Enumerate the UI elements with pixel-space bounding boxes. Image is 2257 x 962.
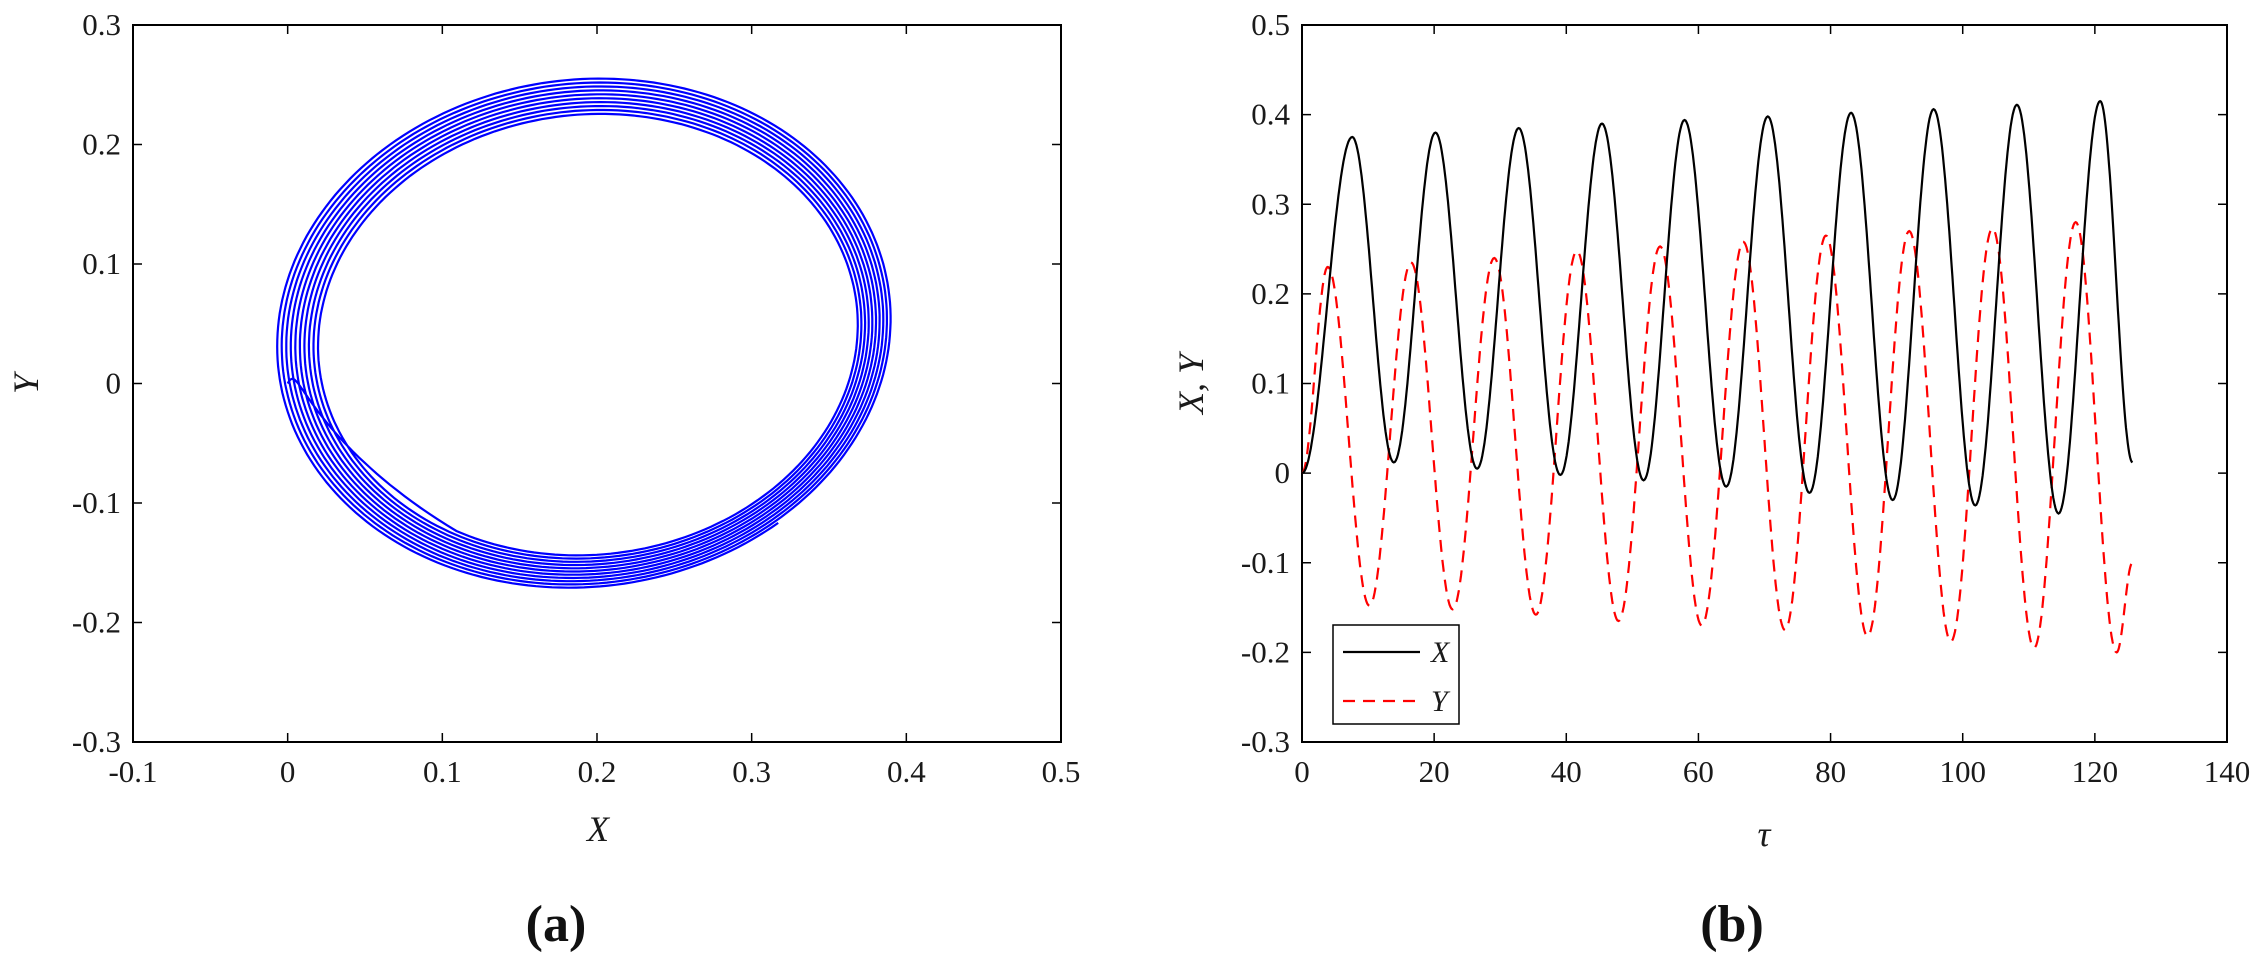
y-tick-label: 0.1 — [1251, 366, 1290, 401]
panel-a-label: (a) — [526, 896, 587, 953]
x-tick-label: 0.2 — [578, 754, 617, 789]
x-tick-label: 120 — [2072, 754, 2119, 789]
legend: X Y — [1332, 624, 1460, 725]
y-tick-label: 0.2 — [1251, 276, 1290, 311]
x-tick-label: -0.1 — [108, 754, 157, 789]
axis-ticks — [1301, 24, 2228, 743]
y-tick-label: 0.2 — [82, 127, 121, 162]
y-tick-label: -0.3 — [72, 724, 121, 759]
y-axis-label: Y — [6, 370, 46, 394]
legend-y-label: Y — [1431, 685, 1451, 718]
plot-frame — [132, 24, 1062, 743]
y-tick-labels: -0.3 -0.2 -0.1 0 0.1 0.2 0.3 0.4 0.5 — [1241, 7, 1291, 759]
y-tick-label: 0 — [106, 366, 122, 401]
y-tick-label: -0.1 — [72, 485, 121, 520]
x-axis-label: X — [585, 809, 611, 849]
legend-x-label: X — [1430, 636, 1451, 669]
y-tick-label: -0.1 — [1241, 545, 1290, 580]
x-tick-label: 40 — [1551, 754, 1582, 789]
y-tick-labels: -0.3 -0.2 -0.1 0 0.1 0.2 0.3 — [72, 7, 121, 759]
x-tick-labels: -0.1 0 0.1 0.2 0.3 0.4 0.5 — [108, 754, 1080, 789]
y-tick-label: -0.3 — [1241, 724, 1290, 759]
x-tick-label: 140 — [2204, 754, 2251, 789]
y-axis-label: X, Y — [1171, 350, 1211, 416]
x-tick-label: 60 — [1683, 754, 1714, 789]
x-tick-label: 0.4 — [887, 754, 926, 789]
y-tick-label: 0.1 — [82, 246, 121, 281]
panel-b-chart: 0 20 40 60 80 100 120 140 -0.3 -0.2 -0.1 0 0.1 0.2 0.… — [1171, 7, 2250, 953]
panel-b-label: (b) — [1700, 896, 1764, 953]
phase-trajectory-line — [276, 77, 892, 589]
x-tick-label: 20 — [1419, 754, 1450, 789]
panel-a-chart: -0.1 0 0.1 0.2 0.3 0.4 0.5 -0.3 -0.2 -0.1 0 0.1 0.2… — [6, 7, 1080, 953]
x-axis-label: τ — [1758, 814, 1772, 854]
y-tick-label: 0.3 — [82, 7, 121, 42]
series-y-line — [1301, 220, 2133, 654]
x-tick-label: 100 — [1939, 754, 1986, 789]
x-tick-label: 0 — [280, 754, 296, 789]
y-tick-label: 0 — [1275, 455, 1291, 490]
y-tick-label: 0.4 — [1251, 97, 1290, 132]
axis-ticks — [132, 24, 1062, 743]
y-tick-label: 0.5 — [1251, 7, 1290, 42]
y-tick-label: 0.3 — [1251, 186, 1290, 221]
series-x-line — [1301, 99, 2134, 515]
legend-box — [1332, 624, 1460, 725]
x-tick-labels: 0 20 40 60 80 100 120 140 — [1294, 754, 2250, 789]
x-tick-label: 0.1 — [423, 754, 462, 789]
x-tick-label: 80 — [1815, 754, 1846, 789]
x-tick-label: 0.3 — [732, 754, 771, 789]
y-tick-label: -0.2 — [1241, 634, 1290, 669]
y-tick-label: -0.2 — [72, 605, 121, 640]
x-tick-label: 0.5 — [1042, 754, 1081, 789]
x-tick-label: 0 — [1294, 754, 1310, 789]
